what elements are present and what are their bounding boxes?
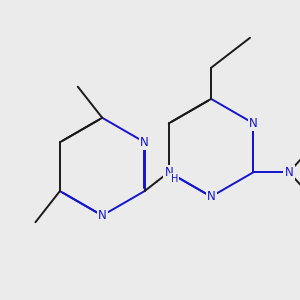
Text: H: H — [171, 174, 178, 184]
Text: N: N — [249, 117, 258, 130]
Text: N: N — [285, 166, 293, 179]
Text: N: N — [207, 190, 215, 203]
Text: N: N — [140, 136, 149, 149]
Text: N: N — [98, 209, 106, 222]
Text: N: N — [164, 166, 173, 179]
